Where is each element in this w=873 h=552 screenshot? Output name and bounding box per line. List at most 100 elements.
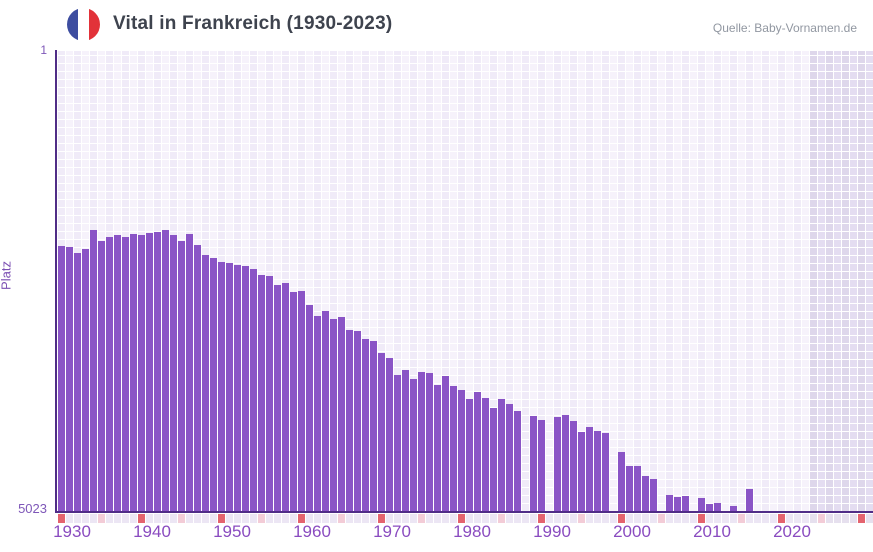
bar-1955[interactable]	[258, 274, 265, 511]
bar-1970[interactable]	[378, 353, 385, 511]
y-axis-line	[55, 50, 57, 513]
y-axis-tick-top: 1	[40, 43, 47, 57]
bar-1942[interactable]	[154, 231, 161, 511]
bar-1956[interactable]	[266, 275, 273, 511]
bar-1987[interactable]	[514, 410, 521, 511]
bar-1981[interactable]	[466, 398, 473, 511]
bar-1974[interactable]	[410, 378, 417, 511]
bar-1936[interactable]	[106, 236, 113, 511]
bar-1930[interactable]	[58, 246, 65, 511]
bar-1985[interactable]	[498, 398, 505, 511]
bar-1968[interactable]	[362, 338, 369, 511]
bar-2002[interactable]	[634, 465, 641, 511]
year-cell-2023	[802, 514, 809, 523]
bar-1998[interactable]	[602, 432, 609, 511]
year-cell-1996	[586, 514, 593, 523]
bar-1938[interactable]	[122, 236, 129, 511]
bar-2006[interactable]	[666, 495, 673, 511]
bar-2014[interactable]	[730, 506, 737, 511]
bar-1995[interactable]	[578, 431, 585, 511]
bar-1953[interactable]	[242, 266, 249, 511]
bar-1982[interactable]	[474, 392, 481, 511]
bar-1964[interactable]	[330, 318, 337, 511]
bar-1996[interactable]	[586, 426, 593, 511]
bar-1975[interactable]	[418, 371, 425, 511]
bar-1932[interactable]	[74, 252, 81, 511]
bar-2010[interactable]	[698, 497, 705, 511]
bar-1978[interactable]	[442, 376, 449, 511]
bar-1976[interactable]	[426, 372, 433, 511]
bar-1977[interactable]	[434, 384, 441, 511]
bar-2011[interactable]	[706, 503, 713, 511]
bar-1957[interactable]	[274, 284, 281, 511]
bar-1935[interactable]	[98, 240, 105, 511]
bar-1931[interactable]	[66, 246, 73, 511]
bar-2004[interactable]	[650, 479, 657, 511]
bar-1965[interactable]	[338, 316, 345, 511]
bar-1952[interactable]	[234, 264, 241, 511]
year-cell-2001	[626, 514, 633, 523]
year-cell-1935	[98, 514, 105, 523]
bar-2001[interactable]	[626, 465, 633, 511]
bar-1943[interactable]	[162, 229, 169, 511]
bar-1986[interactable]	[506, 404, 513, 511]
year-cell-1965	[338, 514, 345, 523]
bar-1961[interactable]	[306, 305, 313, 511]
bar-2007[interactable]	[674, 496, 681, 511]
bar-1944[interactable]	[170, 235, 177, 511]
bar-1994[interactable]	[570, 420, 577, 511]
year-cell-1991	[546, 514, 553, 523]
bar-1971[interactable]	[386, 357, 393, 511]
year-cell-1985	[498, 514, 505, 523]
bar-1989[interactable]	[530, 415, 537, 511]
bar-1947[interactable]	[194, 245, 201, 511]
year-cell-2030	[858, 514, 865, 523]
bar-1973[interactable]	[402, 370, 409, 511]
bar-1933[interactable]	[82, 249, 89, 511]
year-cell-2026	[826, 514, 833, 523]
year-cell-1970	[378, 514, 385, 523]
bar-1972[interactable]	[394, 375, 401, 511]
bar-1958[interactable]	[282, 283, 289, 511]
bar-1940[interactable]	[138, 235, 145, 511]
bar-2012[interactable]	[714, 502, 721, 511]
bar-1939[interactable]	[130, 234, 137, 511]
bar-1980[interactable]	[458, 389, 465, 511]
bar-1945[interactable]	[178, 240, 185, 511]
bar-1941[interactable]	[146, 233, 153, 511]
year-cell-1937	[114, 514, 121, 523]
year-cell-2009	[690, 514, 697, 523]
year-cell-2014	[730, 514, 737, 523]
bar-1954[interactable]	[250, 268, 257, 511]
year-cell-1933	[82, 514, 89, 523]
bar-1951[interactable]	[226, 262, 233, 511]
bar-1946[interactable]	[186, 234, 193, 511]
bar-1963[interactable]	[322, 311, 329, 511]
bar-1984[interactable]	[490, 408, 497, 511]
year-cell-2025	[818, 514, 825, 523]
bar-1950[interactable]	[218, 262, 225, 511]
year-cell-2015	[738, 514, 745, 523]
bar-1948[interactable]	[202, 255, 209, 511]
bar-2003[interactable]	[642, 475, 649, 511]
bar-1962[interactable]	[314, 316, 321, 511]
bar-2016[interactable]	[746, 488, 753, 511]
bar-1960[interactable]	[298, 290, 305, 511]
year-cell-1945	[178, 514, 185, 523]
bar-1993[interactable]	[562, 415, 569, 511]
bar-1949[interactable]	[210, 257, 217, 511]
bar-1990[interactable]	[538, 420, 545, 511]
bar-1967[interactable]	[354, 331, 361, 511]
bar-1969[interactable]	[370, 340, 377, 511]
bar-2000[interactable]	[618, 452, 625, 511]
bar-1959[interactable]	[290, 291, 297, 511]
bar-1934[interactable]	[90, 229, 97, 511]
bar-1937[interactable]	[114, 235, 121, 511]
bar-1966[interactable]	[346, 329, 353, 511]
bar-1992[interactable]	[554, 416, 561, 511]
bar-1983[interactable]	[482, 398, 489, 511]
bar-2008[interactable]	[682, 496, 689, 511]
bar-1979[interactable]	[450, 386, 457, 511]
year-cell-2005	[658, 514, 665, 523]
bar-1997[interactable]	[594, 431, 601, 511]
